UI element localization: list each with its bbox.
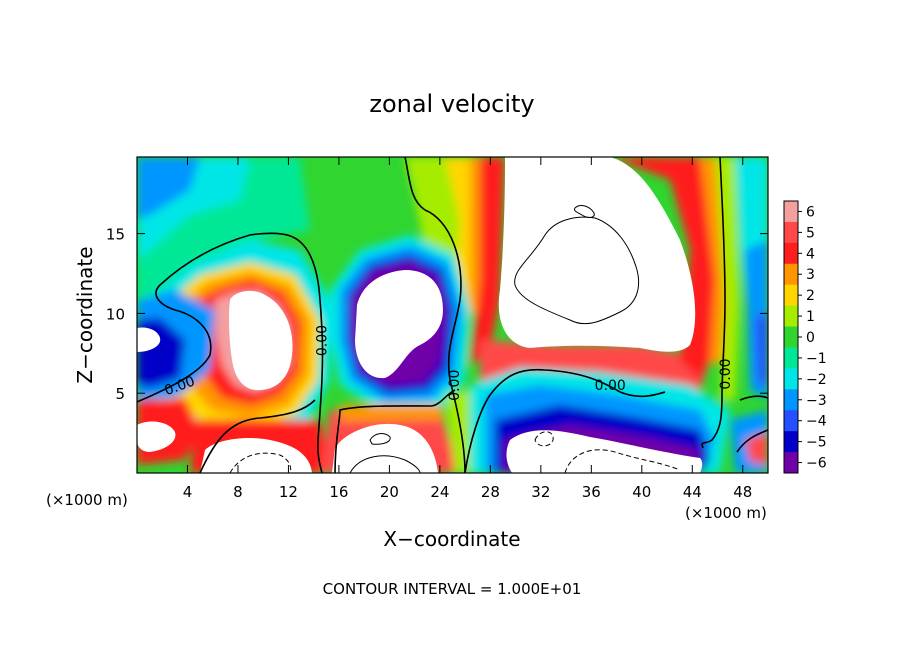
field-region (755, 310, 768, 390)
field-region (745, 432, 768, 465)
y-tick-label: 5 (115, 385, 125, 403)
field-region (480, 340, 710, 390)
contour-zero (137, 232, 324, 473)
colorbar-tick-label: 6 (806, 204, 815, 220)
colorbar-swatch (784, 347, 798, 369)
x-tick-label: 32 (531, 483, 550, 501)
colorbar-tick-label: −5 (806, 435, 827, 451)
y-tick-label: 10 (106, 305, 125, 323)
contour-label: 0.00 (314, 325, 330, 356)
contour-label: 0.00 (447, 370, 463, 401)
x-tick-label: 8 (233, 483, 243, 501)
chart-title: zonal velocity (369, 90, 534, 118)
colorbar-tick-label: 0 (806, 330, 815, 346)
x-tick-label: 4 (183, 483, 193, 501)
contour-zero (334, 389, 456, 473)
x-tick-label: 48 (733, 483, 752, 501)
x-tick-label: 20 (380, 483, 399, 501)
colorbar-tick-label: −3 (806, 393, 827, 409)
x-axis-label: X−coordinate (383, 527, 520, 551)
colorbar-swatch (784, 368, 798, 390)
colorbar-swatch (784, 410, 798, 432)
colorbar-tick-label: 3 (806, 267, 815, 283)
contour-zero (701, 157, 726, 449)
saturated-region (355, 270, 443, 379)
x-tick-label: 40 (632, 483, 651, 501)
contour-positive (514, 216, 640, 325)
contour-negative (229, 452, 292, 473)
colorbar: 6 5 4 3 2 1 0 −1 −2 −3 −4 −5 −6 (783, 200, 827, 474)
colorbar-tick-label: −6 (806, 456, 827, 472)
x-tick-label: 12 (279, 483, 298, 501)
colorbar-swatch (784, 305, 798, 328)
colorbar-tick-label: −4 (806, 414, 827, 430)
colorbar-swatch (784, 221, 798, 244)
contour-negative (564, 449, 681, 473)
x-tick-label: 44 (683, 483, 702, 501)
field-region (137, 157, 200, 220)
colorbar-tick-label: 2 (806, 288, 815, 304)
x-unit-left: (×1000 m) (46, 491, 128, 509)
saturated-region (137, 327, 161, 352)
colorbar-tick-label: −1 (806, 351, 827, 367)
colorbar-swatch (784, 201, 798, 223)
colorbar-swatch (784, 242, 798, 265)
contour-zero (404, 157, 466, 473)
x-tick-label: 24 (430, 483, 449, 501)
contour-interval-footer: CONTOUR INTERVAL = 1.000E+01 (323, 580, 582, 598)
x-tick-label: 36 (582, 483, 601, 501)
colorbar-swatch (784, 326, 798, 348)
y-axis: 5 10 15 (106, 226, 768, 403)
colorbar-tick-label: 1 (806, 309, 815, 325)
colorbar-swatch (784, 452, 798, 474)
contour-zero (736, 429, 768, 453)
contour-zero (464, 368, 666, 473)
contour-positive (574, 205, 595, 218)
saturated-region (498, 157, 696, 352)
saturated-region (228, 290, 293, 391)
x-unit-right: (×1000 m) (685, 504, 767, 522)
x-tick-label: 28 (481, 483, 500, 501)
field-region (340, 405, 445, 422)
contour-zero (739, 395, 768, 401)
contour-label: 0.00 (718, 358, 734, 389)
saturated-region (137, 421, 176, 452)
field-region (470, 157, 505, 365)
saturated-region (332, 423, 438, 473)
contour-positive (369, 433, 391, 445)
contour-zero (199, 399, 316, 473)
x-tick-label: 16 (329, 483, 348, 501)
contour-lines (137, 157, 768, 473)
contour-positive (349, 455, 421, 473)
colorbar-swatch (784, 263, 798, 286)
colorbar-tick-label: 4 (806, 246, 815, 262)
colorbar-swatch (784, 284, 798, 307)
saturated-region (200, 438, 312, 473)
colorbar-tick-label: −2 (806, 372, 827, 388)
colorbar-swatch (784, 431, 798, 453)
contour-label: 0.00 (595, 378, 626, 394)
contour-negative (534, 431, 554, 447)
field-region (715, 157, 740, 400)
colorbar-tick-label: 5 (806, 225, 815, 241)
y-axis-label: Z−coordinate (73, 246, 97, 383)
colorbar-swatch (784, 389, 798, 411)
y-tick-label: 15 (106, 226, 125, 244)
plot-area: 0.000.000.00 0.00 0.00 (137, 157, 768, 473)
x-axis: 4 8 12 16 20 24 28 32 36 40 44 48 (183, 157, 752, 501)
saturated-regions (137, 157, 703, 473)
plot-frame (136, 156, 769, 474)
